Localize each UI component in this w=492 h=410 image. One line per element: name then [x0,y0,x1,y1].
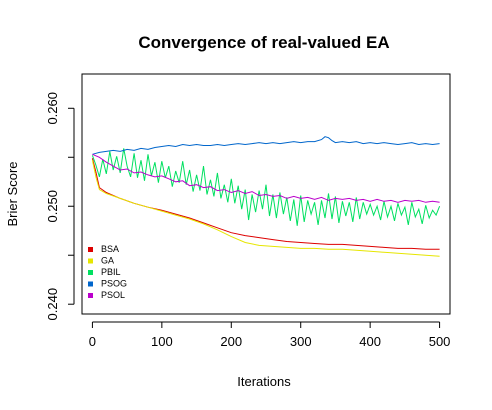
x-tick-label: 400 [359,334,381,349]
x-tick-label: 300 [290,334,312,349]
series-line-ga [91,160,440,257]
x-tick-label: 200 [220,334,242,349]
legend-label-psog: PSOG [101,279,127,289]
legend-swatch-ga [88,258,93,264]
y-tick-label: 0.240 [45,288,60,321]
series-line-psol [92,153,440,203]
legend-swatch-psol [88,293,93,298]
plot-area-border [81,73,451,315]
series-line-pbil [91,148,441,226]
x-tick-label: 500 [429,334,451,349]
legend-label-bsa: BSA [101,244,119,254]
y-tick-label: 0.250 [45,190,60,223]
chart-title: Convergence of real-valued EA [138,33,389,52]
legend-swatch-psog [88,281,93,287]
legend-swatch-pbil [88,270,93,275]
x-axis-label: Iterations [237,374,291,389]
x-axis: 0 100 200 300 400 500 [89,321,451,349]
y-axis-label: Brier Score [5,161,20,226]
legend-label-psol: PSOL [101,290,125,300]
x-tick-label: 100 [151,334,173,349]
series-layer [91,136,441,257]
legend-label-pbil: PBIL [101,267,121,277]
y-axis: 0.240 0.250 0.260 [45,92,75,321]
series-line-psog [92,136,440,155]
x-tick-label: 0 [89,334,96,349]
y-tick-label: 0.260 [45,92,60,125]
legend-swatch-bsa [88,247,93,252]
legend-label-ga: GA [101,256,114,266]
